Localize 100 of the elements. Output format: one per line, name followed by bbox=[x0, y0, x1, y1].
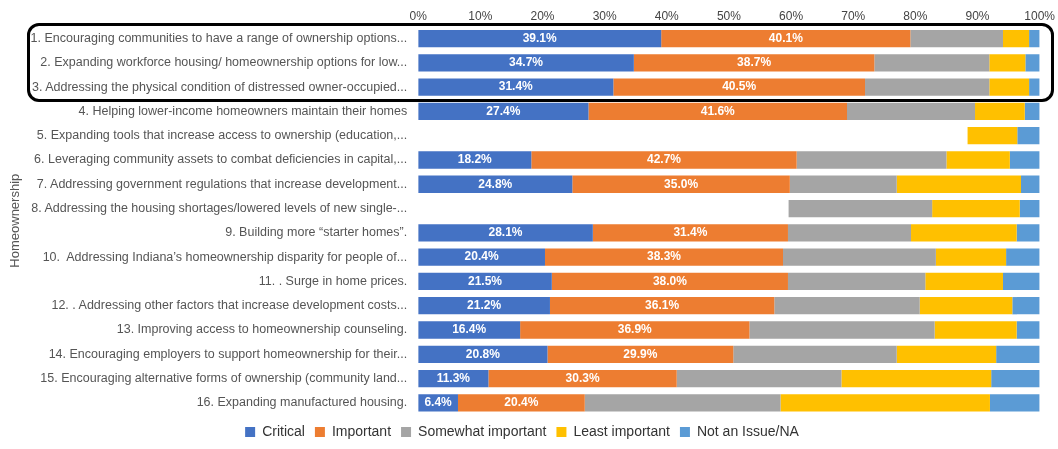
legend-label: Critical bbox=[262, 422, 305, 439]
y-tick-label: 9. Building more “starter homes”. bbox=[225, 225, 408, 240]
y-axis-title: Homeownership bbox=[7, 173, 23, 268]
bar bbox=[676, 369, 842, 388]
bar bbox=[551, 272, 788, 291]
bar bbox=[633, 54, 875, 72]
bar bbox=[874, 54, 990, 72]
bar bbox=[1016, 321, 1040, 339]
bar bbox=[1017, 127, 1040, 145]
bar bbox=[531, 151, 797, 169]
bar bbox=[989, 394, 1040, 412]
data-label: 20.8% bbox=[465, 346, 501, 361]
data-label: 21.2% bbox=[467, 298, 502, 313]
bar bbox=[544, 248, 783, 266]
bar bbox=[457, 394, 585, 412]
bar bbox=[661, 29, 911, 48]
bar bbox=[787, 224, 912, 242]
bar bbox=[1006, 248, 1040, 266]
bar bbox=[418, 54, 634, 72]
x-tick-label: 70% bbox=[841, 8, 866, 23]
data-label: 21.5% bbox=[468, 273, 503, 288]
y-tick-label: 13. Improving access to homeownership counseling. bbox=[116, 322, 408, 337]
x-tick-label: 40% bbox=[654, 8, 680, 23]
bar bbox=[418, 224, 593, 242]
bar bbox=[989, 78, 1030, 96]
bar bbox=[1012, 297, 1040, 315]
data-label: 11.3% bbox=[436, 370, 471, 385]
y-tick-label: 2. Expanding workforce housing/ homeownership options for low... bbox=[40, 55, 408, 70]
bar bbox=[418, 321, 521, 339]
y-tick-label: 14. Encouraging employers to support homeownership for their... bbox=[48, 346, 408, 361]
bar bbox=[418, 102, 589, 121]
bar bbox=[932, 199, 1020, 218]
bar bbox=[1002, 272, 1040, 291]
data-label: 29.9% bbox=[623, 346, 658, 361]
bar bbox=[996, 345, 1040, 363]
bar bbox=[841, 369, 992, 388]
bar bbox=[1029, 29, 1040, 48]
data-label: 36.1% bbox=[645, 298, 680, 313]
bar bbox=[749, 321, 935, 339]
bar bbox=[865, 78, 990, 96]
x-tick-label: 90% bbox=[965, 8, 990, 23]
legend-label: Least important bbox=[573, 422, 671, 439]
data-label: 28.1% bbox=[488, 225, 523, 240]
bar bbox=[796, 151, 947, 169]
bar bbox=[847, 102, 976, 121]
bar bbox=[1016, 224, 1040, 242]
bar bbox=[946, 151, 1010, 169]
bar bbox=[896, 345, 997, 363]
bar bbox=[1021, 175, 1040, 193]
data-label: 36.9% bbox=[617, 322, 653, 337]
data-label: 20.4% bbox=[504, 395, 539, 410]
x-tick-label: 10% bbox=[468, 8, 493, 23]
data-label: 24.8% bbox=[478, 176, 513, 191]
bar bbox=[418, 29, 662, 48]
y-tick-label: 10. Addressing Indiana’s homeownership disparity for people of... bbox=[42, 249, 408, 264]
y-tick-label: 15. Encouraging alternative forms of ownership (community land... bbox=[40, 371, 408, 386]
data-label: 40.1% bbox=[768, 30, 804, 45]
data-label: 30.3% bbox=[565, 370, 600, 385]
data-label: 39.1% bbox=[522, 30, 558, 45]
legend-label: Somewhat important bbox=[418, 422, 547, 439]
bar bbox=[547, 345, 734, 363]
bar bbox=[774, 297, 920, 315]
bar bbox=[1024, 102, 1040, 121]
y-tick-label: 4. Helping lower-income homeowners maintain their homes bbox=[78, 103, 408, 118]
x-tick-label: 30% bbox=[592, 8, 617, 23]
bar bbox=[572, 175, 790, 193]
data-label: 20.4% bbox=[464, 249, 499, 264]
bar bbox=[787, 272, 926, 291]
data-label: 18.2% bbox=[457, 152, 493, 167]
bar bbox=[1009, 151, 1040, 169]
data-label: 31.4% bbox=[673, 225, 708, 240]
y-tick-label: 11. . Surge in home prices. bbox=[258, 273, 408, 288]
bar bbox=[975, 102, 1025, 121]
data-label: 40.5% bbox=[722, 79, 757, 94]
bar bbox=[1019, 199, 1040, 218]
bar bbox=[549, 297, 775, 315]
y-tick-label: 5. Expanding tools that increase access to ownership (education,... bbox=[36, 128, 408, 143]
bar bbox=[896, 175, 1022, 193]
data-label: 34.7% bbox=[509, 55, 544, 70]
bar bbox=[418, 151, 532, 169]
y-tick-label: 6. Leveraging community assets to combat deficiencies in capital,... bbox=[34, 152, 408, 167]
bar bbox=[1029, 78, 1040, 96]
bar bbox=[989, 54, 1026, 72]
bar bbox=[1002, 29, 1030, 48]
x-tick-label: 50% bbox=[716, 8, 742, 23]
y-tick-label: 3. Addressing the physical condition of distressed owner-occupied... bbox=[31, 79, 408, 94]
data-label: 38.7% bbox=[737, 55, 772, 70]
x-tick-label: 0% bbox=[409, 8, 428, 23]
bar bbox=[783, 248, 936, 266]
y-tick-label: 7. Addressing government regulations that increase development... bbox=[36, 176, 408, 191]
data-label: 41.6% bbox=[700, 103, 736, 118]
x-tick-label: 80% bbox=[903, 8, 928, 23]
bar bbox=[934, 321, 1017, 339]
bar bbox=[780, 394, 990, 412]
bar bbox=[613, 78, 866, 96]
data-label: 31.4% bbox=[498, 79, 534, 94]
bar bbox=[910, 29, 1003, 48]
bar bbox=[1025, 54, 1040, 72]
x-tick-label: 60% bbox=[779, 8, 804, 23]
data-label: 35.0% bbox=[664, 176, 699, 191]
